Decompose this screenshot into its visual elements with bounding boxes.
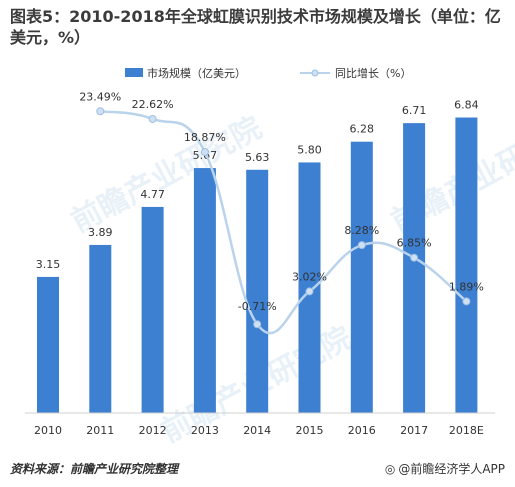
bar-value-label: 6.71 [402, 104, 427, 117]
combo-chart: 市场规模（亿美元） 同比增长（%） 3.153.894.775.675.635.… [25, 66, 495, 437]
bar-value-label: 6.84 [454, 99, 479, 112]
x-tick-label: 2013 [191, 424, 219, 437]
line-marker [148, 114, 157, 123]
bar [455, 117, 478, 414]
line-value-label: 8.28% [344, 224, 379, 237]
x-tick-label: 2010 [34, 424, 62, 437]
line-marker [305, 287, 314, 296]
line-value-label: 23.49% [79, 90, 121, 103]
legend-line-marker [311, 69, 319, 77]
line-marker [96, 107, 105, 116]
bar-value-label: 4.77 [140, 188, 165, 201]
line-value-label: 18.87% [184, 131, 226, 144]
x-tick-label: 2018E [449, 424, 484, 437]
line-marker-group [96, 107, 471, 329]
bar [193, 168, 216, 413]
line-marker [357, 241, 366, 250]
bar [89, 244, 112, 413]
line-value-label: 1.89% [449, 280, 484, 293]
line-marker [200, 147, 209, 156]
line-value-label: -0.71% [238, 300, 277, 313]
x-tick-label: 2016 [348, 424, 376, 437]
legend-bar-label: 市场规模（亿美元） [147, 66, 246, 80]
line-marker [410, 253, 419, 262]
bar-value-label: 5.63 [245, 151, 270, 164]
brand-text: @前瞻经济学人APP [398, 462, 505, 476]
bar-value-label: 3.89 [88, 226, 113, 239]
x-tick-group: 2010 2011 2012 2013 2014 2015 2016 2017 2018E [34, 424, 484, 437]
bar-value-label: 3.15 [36, 258, 61, 271]
brand-icon: ◎ [384, 462, 396, 476]
x-tick-label: 2012 [139, 424, 167, 437]
brand-credit: ◎ @前瞻经济学人APP [385, 460, 505, 477]
bar [141, 206, 164, 413]
x-tick-label: 2014 [243, 424, 271, 437]
line-marker [462, 297, 471, 306]
bar [246, 169, 269, 413]
bar [37, 276, 59, 413]
line-value-label: 6.85% [397, 237, 432, 250]
chart-title: 图表5：2010-2018年全球虹膜识别技术市场规模及增长（单位：亿美元，%） [10, 7, 501, 47]
bar [403, 123, 426, 414]
legend-bar-swatch [125, 68, 143, 77]
x-tick-label: 2011 [86, 424, 114, 437]
legend-line-label: 同比增长（%） [335, 66, 411, 80]
line-label-group: 23.49% 22.62% 18.87% -0.71% 3.02% 8.28% 6.85% 1… [79, 90, 484, 313]
bar-value-label: 5.80 [297, 143, 322, 156]
source-note: 资料来源：前瞻产业研究院整理 [10, 462, 179, 476]
line-value-label: 22.62% [132, 98, 174, 111]
growth-line [100, 110, 468, 335]
legend: 市场规模（亿美元） 同比增长（%） [125, 66, 411, 80]
line-marker [253, 320, 262, 329]
x-tick-label: 2015 [296, 424, 324, 437]
line-value-label: 3.02% [292, 270, 327, 283]
bar-value-label: 6.28 [350, 123, 375, 136]
x-tick-label: 2017 [400, 424, 428, 437]
footer: 资料来源：前瞻产业研究院整理 ◎ @前瞻经济学人APP [0, 455, 515, 487]
bar [350, 141, 373, 414]
